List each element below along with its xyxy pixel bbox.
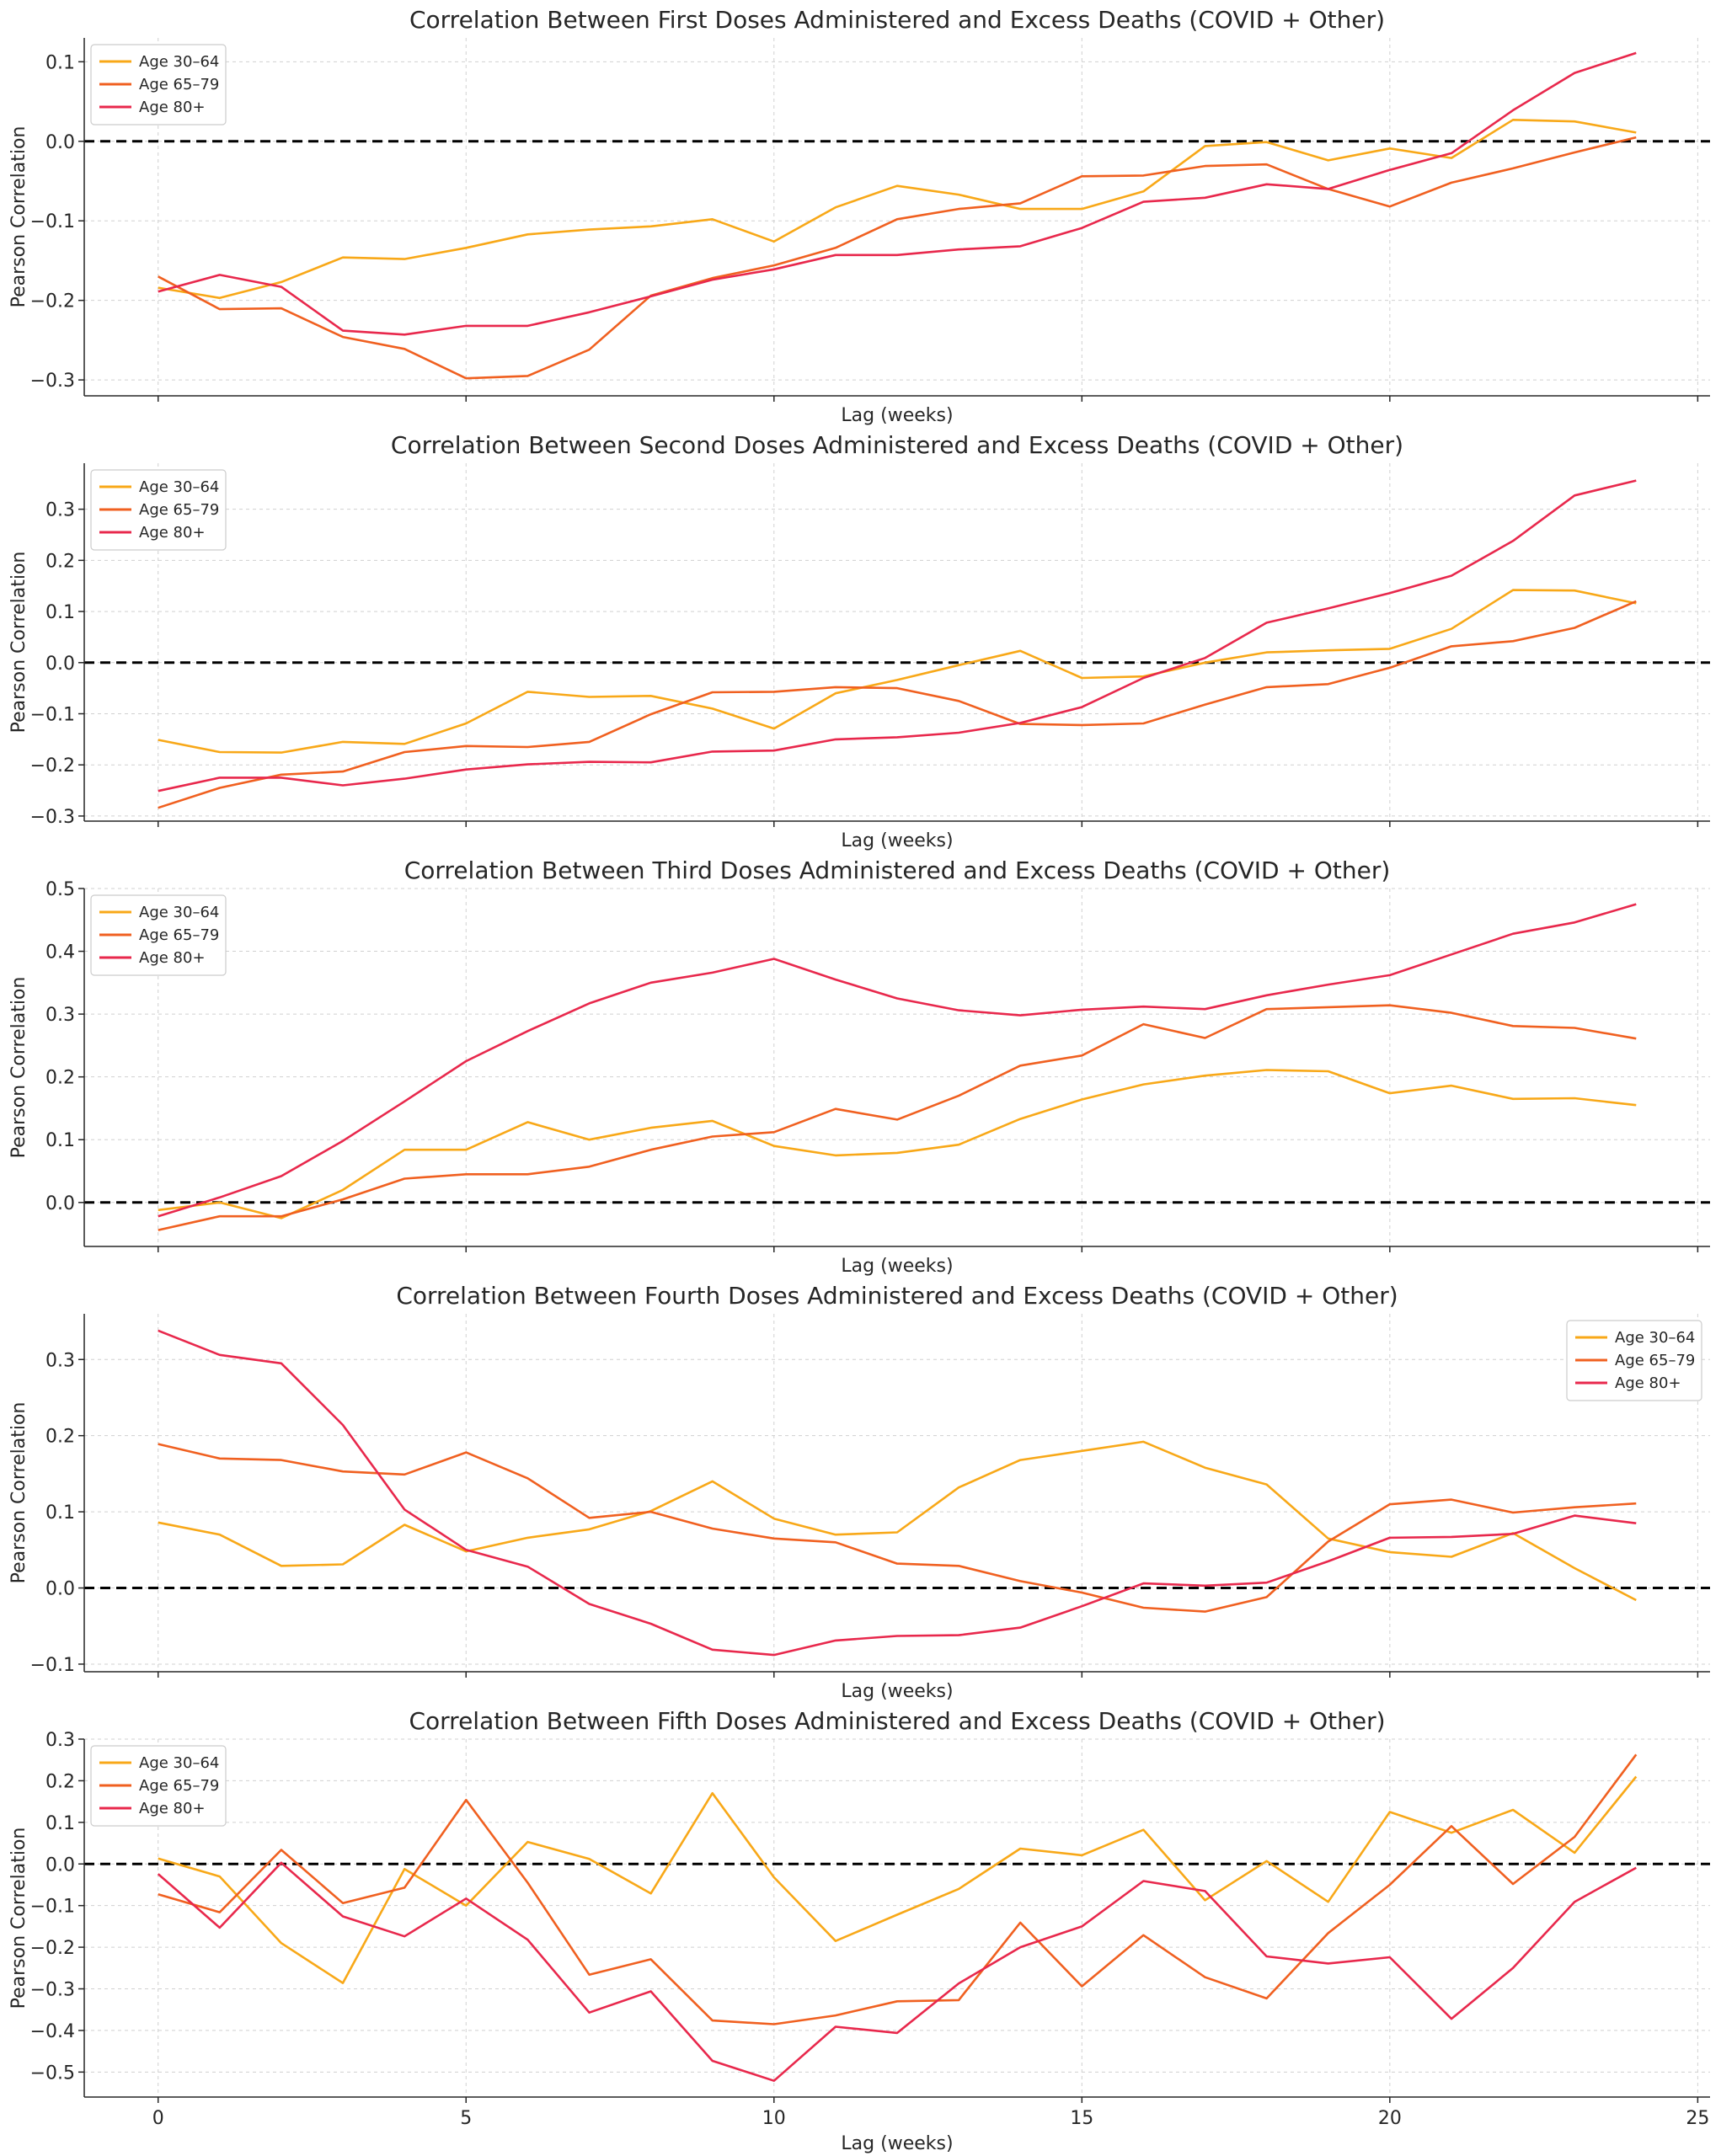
chart-title: Correlation Between Third Doses Administ… [404,857,1391,884]
chart-panel-3: 0.0 0.1 0.2 0.3 0.4 0.5 Correlation Between Th… [8,857,1710,1277]
legend-entry: Age 80+ [139,949,206,967]
series-line-2 [158,1753,1638,2025]
legend: Age 30–64 Age 65–79 Age 80+ [90,1745,227,1827]
chart-title: Correlation Between Second Doses Adminis… [391,431,1403,459]
series-line-2 [158,600,1637,809]
legend-entry: Age 80+ [139,1800,206,1817]
legend-frame [90,1745,227,1827]
series-line-2 [158,1004,1637,1231]
legend-frame [1566,1320,1702,1401]
x-axis-label: Lag (weeks) [841,1256,953,1277]
y-tick-label: 0.0 [45,132,75,153]
y-axis-label: Pearson Correlation [8,1828,29,2009]
legend: Age 30–64 Age 65–79 Age 80+ [1566,1320,1702,1401]
y-tick-label: 0.5 [45,879,75,900]
legend-entry: Age 65–79 [139,76,219,93]
y-tick-label: −0.3 [30,807,75,828]
y-tick-label: 0.2 [45,1068,75,1089]
y-tick-label: 0.1 [45,602,75,623]
legend: Age 30–64 Age 65–79 Age 80+ [90,44,227,125]
series-line-1 [158,119,1637,300]
legend-entry: Age 30–64 [139,478,219,496]
legend-entry: Age 30–64 [1615,1329,1695,1347]
chart-panel-1: −0.3 −0.2 −0.1 0.0 0.1 Correlation Between Fi… [8,6,1710,426]
y-axis-label: Pearson Correlation [8,126,29,308]
x-tick-label: 0 [152,2108,164,2129]
y-axis-label: Pearson Correlation [8,1402,29,1584]
y-tick-label: −0.2 [30,1938,75,1959]
x-tick-label: 10 [762,2108,786,2129]
y-tick-label: 0.3 [45,500,75,521]
y-tick-label: 0.2 [45,551,75,572]
y-tick-label: 0.0 [45,1579,75,1600]
chart-title: Correlation Between First Doses Administ… [409,6,1385,34]
y-tick-label: 0.3 [45,1005,75,1026]
legend: Age 30–64 Age 65–79 Age 80+ [90,894,227,976]
y-tick-label: 0.2 [45,1771,75,1792]
y-tick-label: −0.4 [30,2021,75,2042]
y-tick-label: −0.1 [30,1897,75,1918]
legend-entry: Age 80+ [1615,1374,1681,1392]
legend-entry: Age 30–64 [139,904,219,921]
legend-entry: Age 65–79 [139,501,219,519]
legend-frame [90,469,227,551]
y-tick-label: 0.0 [45,1854,75,1876]
legend-entry: Age 30–64 [139,1754,219,1772]
x-tick-label: 20 [1378,2108,1402,2129]
x-axis-label: Lag (weeks) [841,2133,953,2154]
series-line-1 [158,589,1637,754]
y-tick-label: 0.3 [45,1350,75,1371]
y-tick-label: 0.3 [45,1730,75,1751]
y-tick-label: 0.1 [45,1130,75,1151]
chart-panel-2: −0.3 −0.2 −0.1 0.0 0.1 0.2 0.3 Correlation Betw… [8,431,1710,851]
legend-entry: Age 65–79 [1615,1352,1695,1369]
y-tick-label: 0.1 [45,1502,75,1524]
x-axis-label: Lag (weeks) [841,405,953,426]
series-line-3 [158,903,1637,1218]
y-tick-label: −0.1 [30,1655,75,1676]
x-tick-label: 15 [1070,2108,1093,2129]
y-tick-label: −0.2 [30,755,75,776]
series-line-3 [158,51,1637,336]
y-tick-label: −0.1 [30,705,75,726]
series-line-3 [158,1329,1637,1657]
y-tick-label: 0.2 [45,1427,75,1448]
legend-entry: Age 30–64 [139,53,219,71]
y-tick-label: 0.0 [45,654,75,675]
legend-entry: Age 80+ [139,524,206,542]
legend-frame [90,894,227,976]
y-tick-label: 0.1 [45,1813,75,1834]
y-tick-label: 0.0 [45,1193,75,1214]
series-line-3 [157,1861,1637,2082]
series-line-2 [158,1443,1637,1613]
y-axis-label: Pearson Correlation [8,977,29,1159]
chart-title: Correlation Between Fourth Doses Adminis… [396,1282,1398,1310]
series-line-2 [158,136,1637,380]
x-axis-label: Lag (weeks) [841,830,953,851]
series-line-1 [158,1069,1637,1219]
series-line-1 [158,1775,1638,1984]
x-tick-label: 5 [460,2108,472,2129]
y-tick-label: −0.2 [30,291,75,312]
y-tick-label: −0.1 [30,211,75,232]
x-axis-label: Lag (weeks) [841,1681,953,1702]
y-tick-label: 0.1 [45,52,75,73]
legend-entry: Age 80+ [139,99,206,116]
legend-entry: Age 65–79 [139,1777,219,1795]
y-tick-label: −0.3 [30,371,75,392]
chart-panel-4: −0.1 0.0 0.1 0.2 0.3 Correlation Between Four… [8,1282,1710,1702]
chart-panel-5: 0 5 10 15 20 25 −0.5 −0.4 −0.3 −0.2 −0.1 0.0 0.1 0.2 0… [8,1707,1710,2154]
y-tick-label: −0.5 [30,2063,75,2084]
y-tick-label: −0.3 [30,1980,75,2001]
legend-entry: Age 65–79 [139,926,219,944]
y-tick-label: 0.4 [45,942,75,963]
legend-frame [90,44,227,125]
legend: Age 30–64 Age 65–79 Age 80+ [90,469,227,551]
y-axis-label: Pearson Correlation [8,552,29,734]
chart-title: Correlation Between Fifth Doses Administ… [409,1707,1385,1735]
series-line-3 [158,479,1637,792]
series-line-1 [158,1440,1637,1602]
x-tick-label: 25 [1686,2108,1709,2129]
